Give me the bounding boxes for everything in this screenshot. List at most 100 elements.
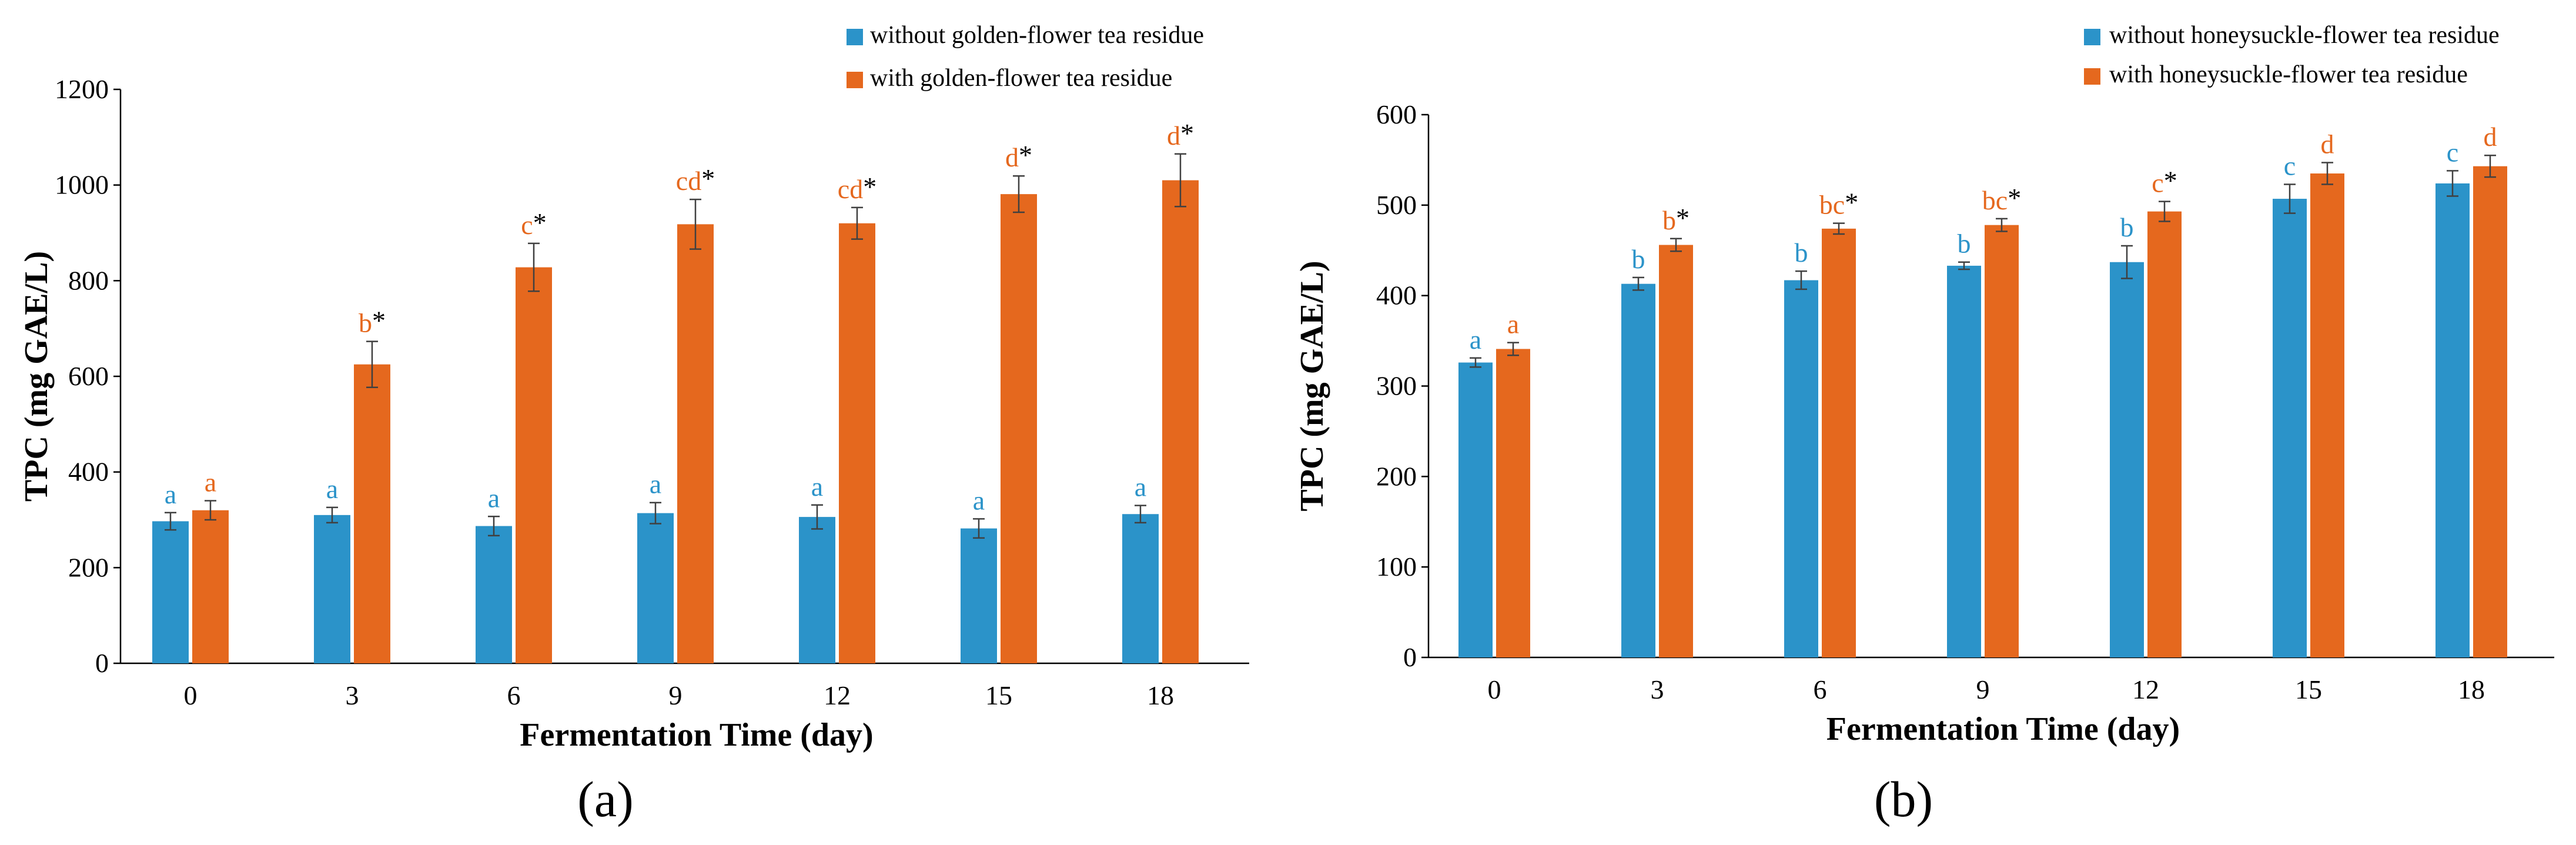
y-tick-label: 100 [1376, 552, 1417, 582]
bar [2473, 166, 2507, 657]
y-tick-label: 200 [68, 552, 109, 582]
significance-label: d* [1167, 118, 1194, 151]
x-tick-label: 15 [985, 680, 1012, 710]
x-tick-label: 18 [2458, 674, 2485, 704]
bar [1122, 514, 1159, 663]
legend-entry: without golden-flower tea residue [870, 22, 1204, 49]
significance-letter: a [1507, 309, 1519, 339]
bar [354, 364, 390, 663]
significance-letter: a [811, 472, 823, 502]
legend-swatch [847, 29, 863, 45]
bar [1621, 283, 1655, 657]
y-tick-label: 400 [1376, 280, 1417, 310]
significance-letter: bc [1819, 190, 1845, 220]
significance-label: c [2284, 151, 2296, 181]
significance-star: * [1845, 188, 1858, 218]
y-tick-label: 200 [1376, 461, 1417, 491]
x-tick-label: 6 [507, 680, 521, 710]
significance-label: b [2120, 212, 2134, 242]
significance-label: a [1507, 309, 1519, 339]
significance-label: c* [2152, 166, 2177, 198]
bar [961, 528, 997, 663]
significance-label: bc* [1982, 183, 2021, 215]
significance-letter: b [1632, 244, 1645, 274]
significance-letter: b [359, 308, 372, 338]
significance-label: d* [1005, 140, 1032, 172]
bar [2110, 262, 2144, 658]
significance-letter: c [521, 210, 533, 240]
x-tick-label: 12 [824, 680, 851, 710]
y-tick-label: 500 [1376, 190, 1417, 220]
legend-swatch [847, 72, 863, 88]
bar [1001, 194, 1037, 663]
bar [2147, 211, 2182, 657]
significance-label: b* [1662, 203, 1690, 235]
bar [637, 513, 674, 663]
bar [2273, 199, 2307, 657]
x-axis-label: Fermentation Time (day) [520, 717, 873, 753]
y-tick-label: 600 [68, 361, 109, 391]
bar [1985, 225, 2019, 658]
significance-letter: d [2321, 129, 2334, 159]
significance-letter: b [1662, 205, 1676, 235]
x-tick-label: 9 [1976, 674, 1990, 704]
y-tick-label: 0 [95, 648, 109, 678]
x-tick-label: 18 [1147, 680, 1174, 710]
y-tick-label: 600 [1376, 99, 1417, 129]
x-tick-label: 15 [2295, 674, 2322, 704]
bar [839, 223, 875, 663]
legend-swatch [2084, 68, 2100, 85]
chart-panel-a: 0 200 400 600 800 1000 1200 TPC (mg GAE/L) Ferme… [18, 22, 1249, 827]
y-tick-label: 300 [1376, 371, 1417, 401]
significance-label: b [1795, 238, 1808, 268]
significance-star: * [863, 172, 876, 202]
legend-entry: with honeysuckle-flower tea residue [2109, 61, 2468, 88]
significance-label: a [811, 472, 823, 502]
significance-star: * [2164, 166, 2177, 196]
bar [1659, 245, 1693, 657]
bar [1458, 362, 1493, 657]
legend-entry: without honeysuckle-flower tea residue [2109, 22, 2500, 49]
x-tick-label: 0 [1488, 674, 1501, 704]
bar [1162, 180, 1199, 663]
significance-label: cd* [838, 172, 876, 204]
significance-letter: cd [676, 166, 701, 196]
significance-star: * [2008, 183, 2021, 213]
significance-label: a [1135, 472, 1146, 502]
y-tick-label: 400 [68, 457, 109, 487]
significance-star: * [1019, 140, 1032, 170]
x-tick-label: 3 [1651, 674, 1664, 704]
bar [152, 521, 189, 663]
significance-letter: a [165, 479, 176, 509]
significance-label: a [205, 467, 216, 497]
significance-label: a [165, 479, 176, 509]
bar [1784, 280, 1818, 657]
significance-letter: d [1005, 142, 1019, 172]
bar [2310, 173, 2344, 657]
significance-label: b [1958, 229, 1971, 259]
significance-star: * [1676, 203, 1690, 233]
significance-label: d [2321, 129, 2334, 159]
significance-label: c* [521, 208, 546, 240]
significance-letter: a [973, 485, 985, 515]
panel-label: (b) [1874, 771, 1933, 827]
bar [799, 517, 835, 663]
legend-swatch [2084, 29, 2100, 45]
x-tick-label: 6 [1814, 674, 1827, 704]
bar [516, 267, 552, 663]
y-axis-label: TPC (mg GAE/L) [1294, 260, 1330, 511]
significance-letter: a [326, 474, 338, 504]
legend-entry: with golden-flower tea residue [870, 65, 1172, 92]
significance-label: a [650, 469, 661, 499]
significance-letter: b [1958, 229, 1971, 259]
significance-star: * [1180, 118, 1194, 148]
y-tick-label: 1200 [55, 74, 109, 104]
significance-letter: a [205, 467, 216, 497]
significance-label: b* [359, 306, 386, 338]
significance-letter: a [1470, 325, 1481, 355]
bar [677, 224, 714, 663]
significance-star: * [372, 306, 386, 336]
significance-letter: a [650, 469, 661, 499]
bar [476, 526, 512, 663]
bar [1822, 228, 1856, 658]
